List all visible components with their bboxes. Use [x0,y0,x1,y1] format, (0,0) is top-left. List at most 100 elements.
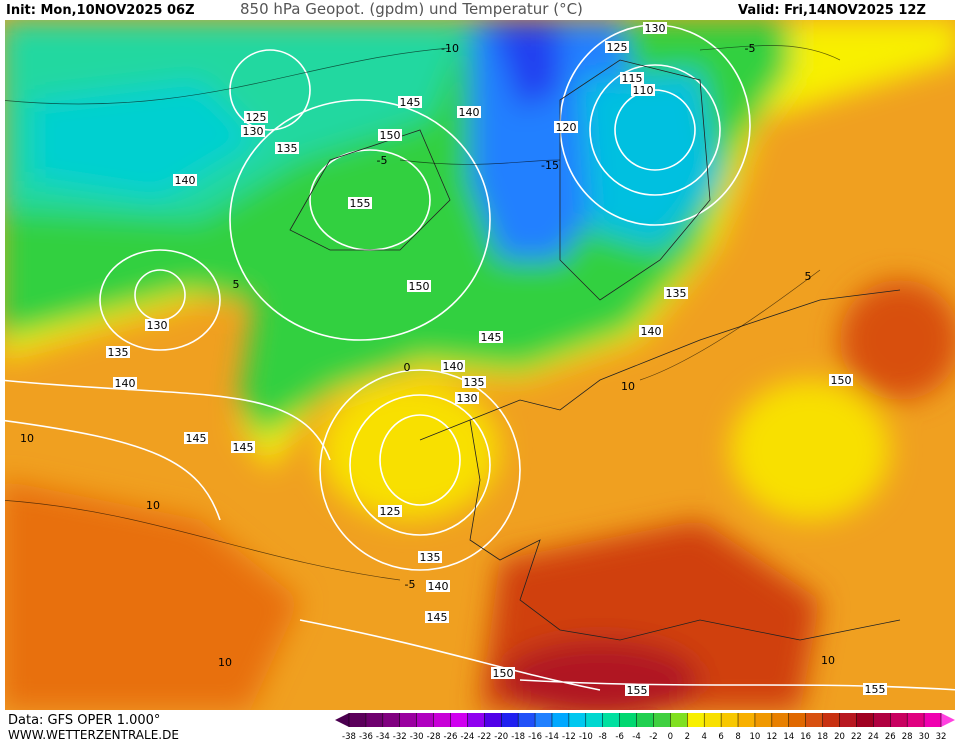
height-label: 145 [427,611,448,624]
scale-swatch [602,713,620,727]
label-box [106,346,130,358]
label-box [418,551,442,563]
scale-label: -20 [494,732,508,741]
scale-label: 8 [735,732,740,741]
scale-swatch [653,713,671,727]
height-label: 125 [607,41,628,54]
scale-label: -16 [528,732,542,741]
height-label: 155 [350,197,371,210]
scale-swatch [924,713,941,727]
scale-label: -30 [410,732,424,741]
temp-label: 10 [20,432,34,445]
scale-swatch [873,713,891,727]
scale-label: -32 [393,732,407,741]
height-label: 150 [380,129,401,142]
scale-label: -12 [562,732,576,741]
height-label: 135 [108,346,129,359]
temp-label: 10 [146,499,160,512]
data-source: Data: GFS OPER 1.000° [8,713,160,728]
scale-label: -36 [359,732,373,741]
isohypses [5,24,955,691]
map-title: 850 hPa Geopot. (gpdm) und Temperatur (°… [240,0,583,18]
scale-label: -2 [649,732,657,741]
scale-swatch [907,713,925,727]
temp-label: -5 [405,578,416,591]
scale-swatch [467,713,485,727]
label-box [479,331,503,343]
scale-label: -34 [376,732,390,741]
label-box [829,374,853,386]
label-box [620,72,644,84]
height-label: 140 [115,377,136,390]
label-box [631,84,655,96]
scale-swatch [399,713,417,727]
label-box [398,96,422,108]
scale-label: 30 [919,732,930,741]
label-box [173,174,197,186]
height-label: 150 [493,667,514,680]
height-label: 140 [641,325,662,338]
label-box [863,683,887,695]
label-box [244,111,268,123]
label-box [426,580,450,592]
height-label: 135 [666,287,687,300]
height-label: 150 [409,280,430,293]
temp-label: -5 [377,154,388,167]
height-label: 145 [233,441,254,454]
scale-label: -38 [342,732,356,741]
label-box [378,505,402,517]
isotherms [5,45,841,581]
height-label: 130 [243,125,264,138]
scale-label: 28 [902,732,913,741]
scale-swatch [856,713,874,727]
scale-label: -4 [632,732,640,741]
height-label: 140 [443,360,464,373]
scale-label: 22 [851,732,862,741]
scale-arrow [941,713,955,727]
height-label: 130 [645,22,666,35]
scale-swatch [822,713,840,727]
scale-swatch [890,713,908,727]
height-label: 145 [481,331,502,344]
label-box [455,392,479,404]
temp-label: 10 [218,656,232,669]
scale-label: -6 [615,732,623,741]
temp-label: -5 [745,42,756,55]
height-label: 145 [186,432,207,445]
label-box [407,280,431,292]
label-box [241,125,265,137]
scale-swatch [349,713,366,727]
temp-label: 5 [805,270,812,283]
scale-swatch [535,713,552,727]
scale-label: 20 [834,732,845,741]
scale-arrow [335,713,349,727]
label-box [275,142,299,154]
height-label: 125 [246,111,267,124]
scale-swatch [484,713,502,727]
scale-label: 0 [668,732,673,741]
label-box [625,684,649,696]
scale-swatch [365,713,383,727]
scale-swatch [771,713,789,727]
scale-swatch [788,713,806,727]
height-label: 135 [464,376,485,389]
color-scale: -38 -36 -34 -32 -30 -28 -26 -24 -22 -20 -18 -16 -14-… [335,713,955,742]
scale-label: -22 [477,732,491,741]
label-box [145,319,169,331]
scale-swatch [721,713,739,727]
height-label: 155 [627,684,648,697]
label-box [639,325,663,337]
height-label: 135 [420,551,441,564]
height-label: 135 [277,142,298,155]
scale-label: 10 [750,732,761,741]
map-field [5,20,955,710]
scale-swatch [805,713,823,727]
scale-swatch [839,713,857,727]
scale-label: 14 [783,732,794,741]
label-box [462,376,486,388]
height-label: 110 [633,84,654,97]
scale-label: -10 [579,732,593,741]
scale-swatch [568,713,586,727]
scale-swatch [754,713,772,727]
